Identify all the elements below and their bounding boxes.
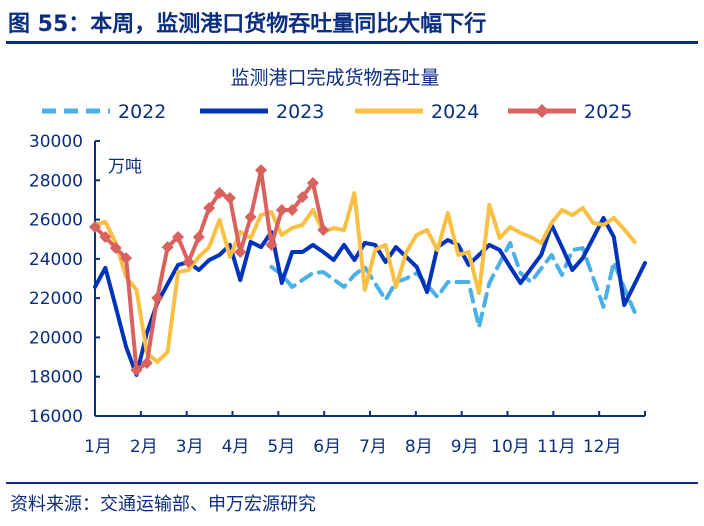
data-point-2025 xyxy=(286,203,299,216)
y-tick-label: 26000 xyxy=(29,211,83,231)
y-tick-label: 20000 xyxy=(29,328,83,348)
x-tick-label: 5月 xyxy=(267,437,295,457)
data-point-2025 xyxy=(120,252,133,265)
legend-marker-2025 xyxy=(535,104,549,118)
data-point-2025 xyxy=(213,187,226,200)
x-tick-label: 7月 xyxy=(359,437,387,457)
legend: 2022 2023 2024 2025 xyxy=(42,101,632,123)
x-tick-label: 8月 xyxy=(405,437,433,457)
legend-label-2023: 2023 xyxy=(276,101,324,123)
data-point-2025 xyxy=(234,245,247,258)
y-tick-label: 22000 xyxy=(29,289,83,309)
y-tick-label: 24000 xyxy=(29,250,83,270)
x-tick-label: 11月 xyxy=(537,437,576,457)
data-point-2025 xyxy=(265,238,278,251)
unit-label: 万吨 xyxy=(108,157,142,177)
chart-title: 监测港口完成货物吞吐量 xyxy=(230,67,439,89)
data-point-2025 xyxy=(317,223,330,236)
data-point-2025 xyxy=(130,364,143,377)
data-point-2025 xyxy=(151,291,164,304)
data-point-2025 xyxy=(182,256,195,268)
axes: 16000 18000 20000 22000 24000 26000 28000 30000… xyxy=(29,132,646,457)
series-line-2022 xyxy=(269,240,637,330)
x-tick-label: 4月 xyxy=(222,437,250,457)
title-divider xyxy=(6,41,698,44)
data-point-2025 xyxy=(172,231,185,244)
series-line-2024 xyxy=(93,191,637,364)
x-tick-label: 9月 xyxy=(451,437,479,457)
figure-title: 图 55：本周，监测港口货物吞吐量同比大幅下行 xyxy=(8,12,487,37)
source-note: 资料来源：交通运输部、申万宏源研究 xyxy=(10,494,316,515)
footer-divider xyxy=(6,482,698,484)
y-tick-label: 18000 xyxy=(29,368,83,388)
series-lines xyxy=(89,164,647,377)
y-tick-label: 16000 xyxy=(29,407,83,427)
x-tick-label: 1月 xyxy=(84,437,112,457)
data-point-2025 xyxy=(140,356,153,369)
legend-label-2024: 2024 xyxy=(431,101,479,123)
x-tick-label: 6月 xyxy=(313,437,341,457)
data-point-2025 xyxy=(296,190,309,203)
data-point-2025 xyxy=(99,231,112,244)
data-point-2025 xyxy=(203,201,216,214)
data-point-2025 xyxy=(255,164,268,177)
data-point-2025 xyxy=(109,242,122,255)
data-point-2025 xyxy=(275,203,288,216)
legend-label-2022: 2022 xyxy=(118,101,166,123)
data-point-2025 xyxy=(223,191,236,204)
data-point-2025 xyxy=(192,231,205,244)
x-tick-label: 3月 xyxy=(176,437,204,457)
data-point-2025 xyxy=(161,241,174,254)
data-point-2025 xyxy=(306,177,319,190)
y-tick-label: 28000 xyxy=(29,171,83,191)
series-line-2025 xyxy=(93,168,326,373)
data-point-2025 xyxy=(89,221,101,234)
y-tick-label: 30000 xyxy=(29,132,83,152)
x-tick-label: 10月 xyxy=(491,437,530,457)
x-tick-label: 12月 xyxy=(583,437,622,457)
legend-label-2025: 2025 xyxy=(584,101,632,123)
x-tick-label: 2月 xyxy=(130,437,158,457)
data-point-2025 xyxy=(244,211,257,224)
